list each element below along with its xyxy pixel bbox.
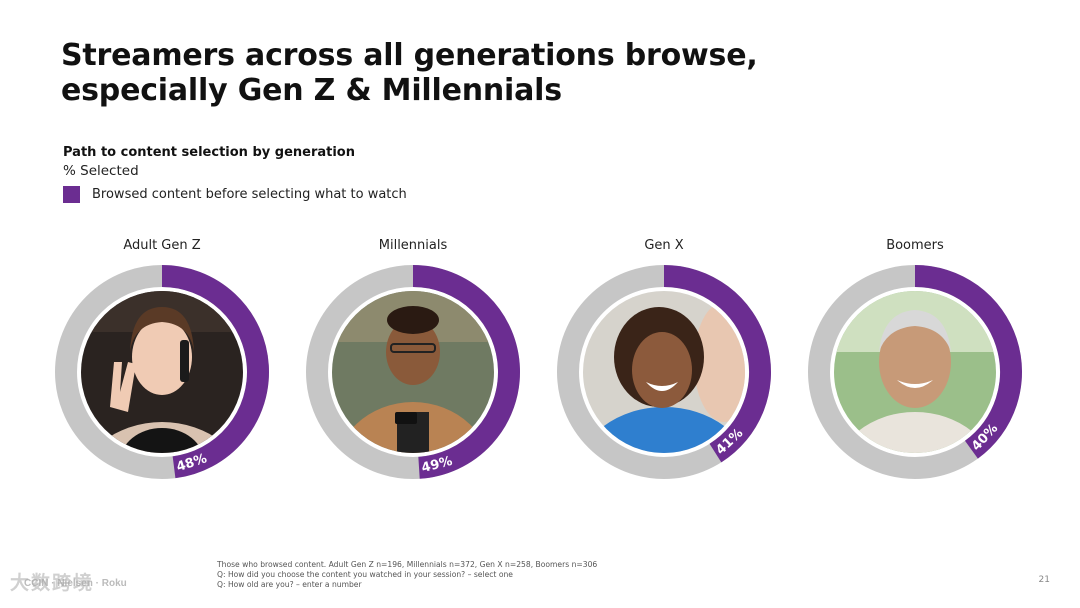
chart-title: Path to content selection by generation bbox=[63, 145, 355, 160]
brand-logo-icon: CCIN · Nielsen · Roku bbox=[24, 578, 127, 589]
donut-ring-gen-x: 41% bbox=[557, 265, 771, 479]
footnote-question-1: Q: How did you choose the content you wa… bbox=[217, 570, 513, 579]
category-label-gen-z: Adult Gen Z bbox=[123, 238, 201, 253]
donut-ring-millennials: 49% bbox=[306, 265, 520, 479]
donut-boomers: 40% bbox=[808, 265, 1022, 479]
watermark: 大数跨境 bbox=[10, 572, 95, 594]
donut-ring-boomers: 40% bbox=[808, 265, 1022, 479]
category-label-millennials: Millennials bbox=[378, 238, 448, 253]
portrait-millennial-icon bbox=[332, 291, 494, 453]
donut-segment-boomers bbox=[914, 265, 1022, 459]
slide-title: Streamers across all generations browse,… bbox=[61, 38, 821, 108]
chart-legend: Browsed content before selecting what to… bbox=[63, 186, 407, 203]
donut-segment-gen-z bbox=[161, 265, 269, 479]
chart-unit: % Selected bbox=[63, 163, 139, 179]
donut-gen-x: 41% bbox=[557, 265, 771, 479]
legend-swatch bbox=[63, 186, 80, 203]
slide-title-line-2: especially Gen Z & Millennials bbox=[61, 73, 562, 108]
slide-title-line-1: Streamers across all generations browse, bbox=[61, 38, 758, 73]
footnotes: Those who browsed content. Adult Gen Z n… bbox=[217, 560, 597, 590]
legend-label: Browsed content before selecting what to… bbox=[92, 187, 407, 202]
page-number: 21 bbox=[1038, 575, 1050, 585]
portrait-gen-x-icon bbox=[583, 291, 745, 453]
category-label-gen-x: Gen X bbox=[644, 238, 684, 253]
donut-gen-z: 48% bbox=[55, 265, 269, 479]
donut-segment-gen-x bbox=[663, 265, 771, 463]
category-label-boomers: Boomers bbox=[886, 238, 944, 253]
footnote-question-2: Q: How old are you? – enter a number bbox=[217, 580, 362, 589]
footnote-base: Those who browsed content. Adult Gen Z n… bbox=[217, 560, 598, 569]
donut-ring-gen-z: 48% bbox=[55, 265, 269, 479]
donut-segment-millennials bbox=[412, 265, 520, 479]
donut-millennials: 49% bbox=[306, 265, 520, 479]
svg-text:CCIN · Nielsen · Roku: CCIN · Nielsen · Roku bbox=[24, 578, 127, 589]
